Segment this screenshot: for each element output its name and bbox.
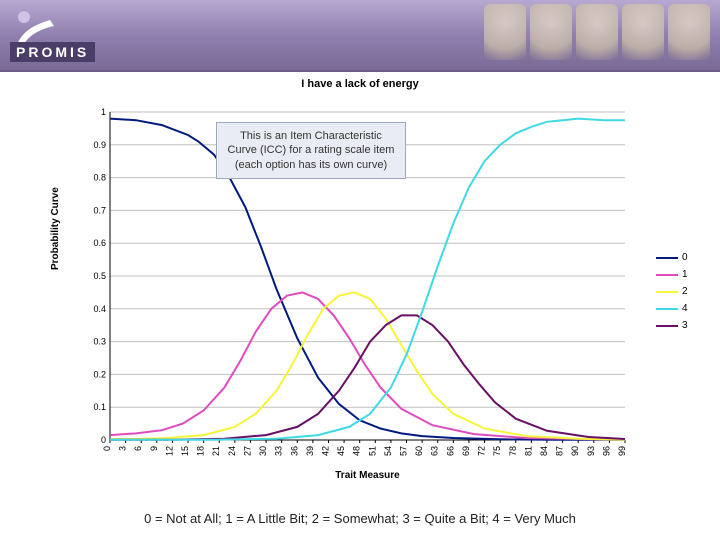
svg-text:0.1: 0.1 — [93, 402, 106, 412]
chart-title: I have a lack of energy — [0, 78, 720, 90]
svg-text:84: 84 — [539, 446, 549, 456]
svg-text:15: 15 — [180, 446, 190, 456]
svg-text:36: 36 — [289, 446, 299, 456]
legend-item: 2 — [656, 286, 714, 297]
svg-text:45: 45 — [336, 446, 346, 456]
svg-text:0: 0 — [102, 446, 112, 451]
x-axis-label: Trait Measure — [90, 470, 645, 481]
svg-text:0.9: 0.9 — [93, 140, 106, 150]
svg-text:12: 12 — [164, 446, 174, 456]
legend-item: 1 — [656, 269, 714, 280]
header-photo-strip — [484, 4, 710, 60]
svg-text:1: 1 — [101, 107, 106, 117]
svg-text:93: 93 — [586, 446, 596, 456]
svg-text:69: 69 — [461, 446, 471, 456]
svg-text:48: 48 — [352, 446, 362, 456]
legend-swatch — [656, 257, 678, 259]
svg-text:18: 18 — [196, 446, 206, 456]
chart-legend: 0 1 2 4 3 — [656, 252, 714, 331]
header-photo — [668, 4, 710, 60]
header-photo — [622, 4, 664, 60]
svg-text:75: 75 — [492, 446, 502, 456]
annotation-callout: This is an Item Characteristic Curve (IC… — [216, 122, 406, 179]
svg-text:66: 66 — [445, 446, 455, 456]
logo-text: PROMIS — [10, 42, 95, 62]
y-axis-label: Probability Curve — [50, 187, 61, 270]
svg-text:99: 99 — [617, 446, 627, 456]
svg-text:0.7: 0.7 — [93, 205, 106, 215]
svg-text:63: 63 — [430, 446, 440, 456]
svg-text:24: 24 — [227, 446, 237, 456]
legend-label: 0 — [682, 252, 688, 263]
svg-text:33: 33 — [274, 446, 284, 456]
svg-text:87: 87 — [555, 446, 565, 456]
header-photo — [576, 4, 618, 60]
svg-text:51: 51 — [367, 446, 377, 456]
legend-label: 2 — [682, 286, 688, 297]
svg-text:78: 78 — [508, 446, 518, 456]
legend-item: 4 — [656, 303, 714, 314]
header-photo — [484, 4, 526, 60]
svg-text:39: 39 — [305, 446, 315, 456]
svg-text:42: 42 — [320, 446, 330, 456]
header-banner: PROMIS — [0, 0, 720, 72]
svg-text:54: 54 — [383, 446, 393, 456]
legend-item: 3 — [656, 320, 714, 331]
svg-text:6: 6 — [133, 446, 143, 451]
svg-text:90: 90 — [570, 446, 580, 456]
svg-text:81: 81 — [523, 446, 533, 456]
svg-text:57: 57 — [399, 446, 409, 456]
svg-text:0.8: 0.8 — [93, 173, 106, 183]
legend-swatch — [656, 274, 678, 276]
legend-label: 1 — [682, 269, 688, 280]
header-photo — [530, 4, 572, 60]
promis-logo: PROMIS — [10, 8, 160, 64]
svg-text:72: 72 — [477, 446, 487, 456]
legend-label: 3 — [682, 320, 688, 331]
legend-label: 4 — [682, 303, 688, 314]
svg-text:9: 9 — [149, 446, 159, 451]
svg-text:0.2: 0.2 — [93, 369, 106, 379]
legend-swatch — [656, 291, 678, 293]
svg-text:30: 30 — [258, 446, 268, 456]
svg-text:21: 21 — [211, 446, 221, 456]
svg-text:96: 96 — [601, 446, 611, 456]
svg-text:0.6: 0.6 — [93, 238, 106, 248]
svg-text:0: 0 — [101, 435, 106, 445]
svg-text:0.5: 0.5 — [93, 271, 106, 281]
legend-swatch — [656, 325, 678, 327]
legend-swatch — [656, 308, 678, 310]
svg-text:0.4: 0.4 — [93, 304, 106, 314]
svg-text:3: 3 — [118, 446, 128, 451]
svg-text:0.3: 0.3 — [93, 337, 106, 347]
legend-item: 0 — [656, 252, 714, 263]
svg-text:27: 27 — [242, 446, 252, 456]
scale-caption: 0 = Not at All; 1 = A Little Bit; 2 = So… — [0, 511, 720, 526]
svg-text:60: 60 — [414, 446, 424, 456]
